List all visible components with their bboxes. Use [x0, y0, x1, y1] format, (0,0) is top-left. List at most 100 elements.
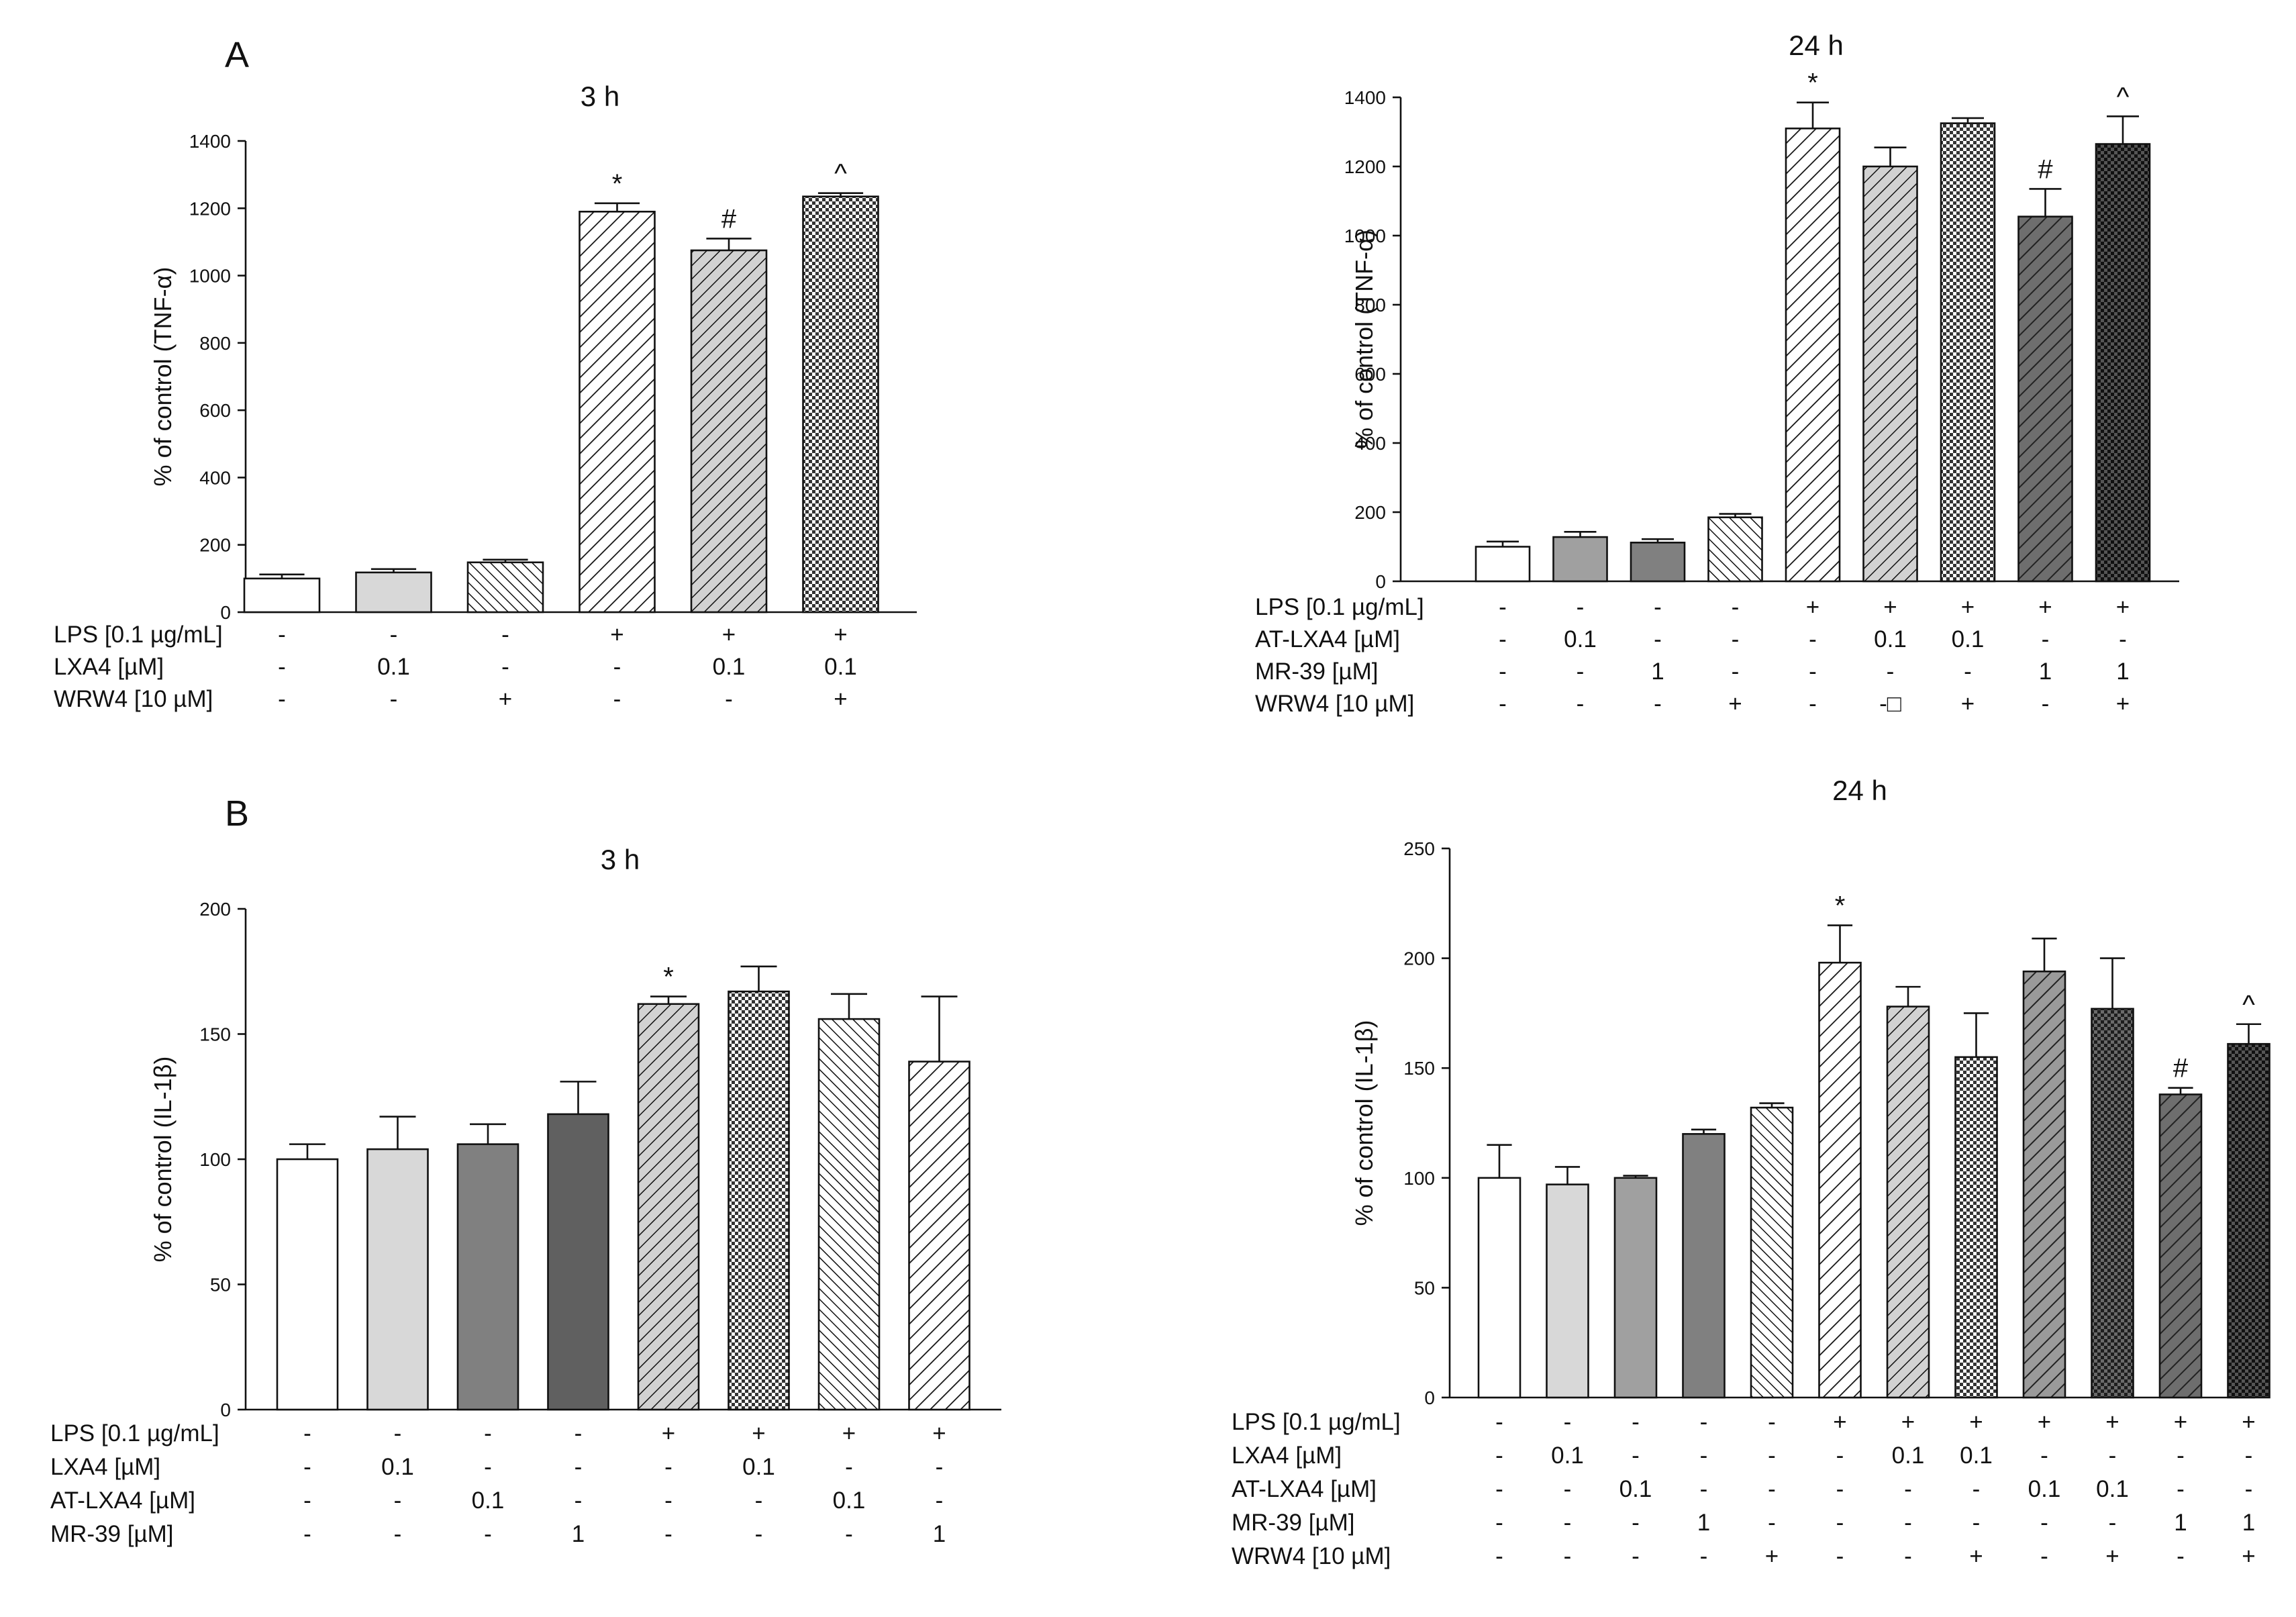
condition-value: -	[1654, 626, 1662, 652]
y-tick-label: 0	[1424, 1387, 1435, 1408]
condition-value: -	[484, 1454, 492, 1480]
chart-b-il1b-3h: 3 h % of control (IL-1β) 0 50 100 150 200 * LPS …	[50, 844, 1001, 1547]
bar	[1750, 1106, 1794, 1399]
condition-label: LPS [0.1 µg/mL]	[1255, 594, 1424, 620]
bar	[1940, 122, 1996, 583]
condition-value: -	[1700, 1442, 1708, 1469]
y-tick-label: 50	[1414, 1277, 1435, 1298]
condition-value: -	[575, 1420, 583, 1447]
bar	[1475, 546, 1531, 583]
bar	[1682, 1133, 1726, 1399]
condition-label: WRW4 [10 µM]	[1255, 691, 1414, 717]
y-tick-label: 800	[1354, 295, 1386, 315]
condition-value: 0.1	[472, 1487, 505, 1514]
condition-value: -	[1495, 1409, 1503, 1435]
chart-a-tnf-3h: 3 h % of control (TNF-α) 0 200 400 600 800 1000…	[54, 81, 917, 712]
significance-marker: *	[663, 963, 674, 992]
bar	[908, 1061, 970, 1411]
y-tick-label: 400	[1354, 433, 1386, 454]
condition-value: -	[1973, 1510, 1981, 1536]
significance-marker: *	[612, 169, 623, 199]
bar	[1785, 128, 1841, 583]
condition-value: -	[1577, 658, 1585, 685]
condition-value: -	[1809, 658, 1817, 685]
bar	[2158, 1093, 2203, 1399]
condition-value: +	[2038, 594, 2052, 620]
chart-a-tnf-24h: 24 h % of control (TNF-α) 0 200 400 600 800 100…	[1255, 30, 2179, 717]
condition-value: -	[501, 654, 509, 680]
condition-value: -	[2040, 1442, 2048, 1469]
condition-value: -	[1564, 1543, 1572, 1569]
condition-value: -	[484, 1420, 492, 1447]
condition-value: +	[1961, 691, 1975, 717]
bar	[547, 1113, 609, 1411]
condition-value: +	[1961, 594, 1975, 620]
condition-label: AT-LXA4 [µM]	[1232, 1476, 1377, 1502]
condition-value: -	[1973, 1476, 1981, 1502]
bar	[690, 249, 768, 614]
condition-value: -	[1836, 1476, 1844, 1502]
condition-label: LXA4 [µM]	[50, 1454, 160, 1480]
condition-value: -	[1632, 1510, 1640, 1536]
bar	[728, 990, 790, 1411]
y-axis-label: % of control (IL-1β)	[1350, 1020, 1378, 1226]
bar	[1613, 1177, 1658, 1399]
bar	[276, 1158, 339, 1411]
condition-value: -	[2042, 626, 2050, 652]
condition-value: +	[1969, 1409, 1983, 1435]
condition-value: 0.1	[1960, 1442, 1993, 1469]
condition-label: LPS [0.1 µg/mL]	[50, 1420, 219, 1447]
condition-value: -	[278, 654, 286, 680]
condition-value: 0.1	[1874, 626, 1907, 652]
condition-value: -	[390, 622, 398, 648]
condition-value: -	[1809, 691, 1817, 717]
y-tick-label: 1400	[189, 131, 231, 152]
condition-value: -	[613, 686, 621, 712]
condition-value: -	[1964, 658, 1972, 685]
condition-value: -	[2109, 1442, 2117, 1469]
condition-value: +	[1969, 1543, 1983, 1569]
condition-value: -	[1904, 1476, 1912, 1502]
condition-value: -	[2042, 691, 2050, 717]
y-tick-label: 0	[1375, 571, 1386, 592]
condition-value: -	[755, 1487, 763, 1514]
panel-letter-a: A	[225, 35, 249, 75]
condition-label: MR-39 [µM]	[50, 1521, 174, 1547]
condition-value: 0.1	[381, 1454, 414, 1480]
bar	[817, 1018, 881, 1411]
condition-value: -	[664, 1454, 672, 1480]
condition-value: +	[2174, 1409, 2187, 1435]
condition-label: WRW4 [10 µM]	[54, 686, 213, 712]
condition-value: -	[1499, 594, 1507, 620]
bar	[2095, 143, 2151, 583]
condition-value: +	[2116, 594, 2130, 620]
condition-value: -	[845, 1454, 853, 1480]
condition-value: 0.1	[833, 1487, 866, 1514]
condition-value: -	[1654, 594, 1662, 620]
condition-value: -	[1768, 1442, 1776, 1469]
significance-marker: *	[1835, 891, 1846, 921]
condition-value: +	[1901, 1409, 1915, 1435]
bar	[1886, 1006, 1930, 1399]
condition-value: -	[2119, 626, 2127, 652]
condition-value: -	[936, 1454, 944, 1480]
condition-value: -	[1809, 626, 1817, 652]
significance-marker: *	[1807, 68, 1818, 98]
condition-value: +	[2105, 1543, 2119, 1569]
y-tick-label: 200	[199, 535, 231, 556]
condition-value: 1	[2174, 1510, 2187, 1536]
condition-value: -	[845, 1521, 853, 1547]
condition-label: AT-LXA4 [µM]	[1255, 626, 1400, 652]
condition-value: 0.1	[824, 654, 857, 680]
condition-value: -	[1564, 1409, 1572, 1435]
condition-value: 1	[1651, 658, 1664, 685]
condition-value: -	[1768, 1510, 1776, 1536]
significance-marker: ^	[2242, 990, 2255, 1020]
condition-value: 0.1	[377, 654, 410, 680]
bar	[2017, 215, 2073, 583]
condition-label: MR-39 [µM]	[1232, 1510, 1355, 1536]
condition-value: +	[1765, 1543, 1779, 1569]
condition-value: -	[664, 1487, 672, 1514]
condition-value: -	[1654, 691, 1662, 717]
